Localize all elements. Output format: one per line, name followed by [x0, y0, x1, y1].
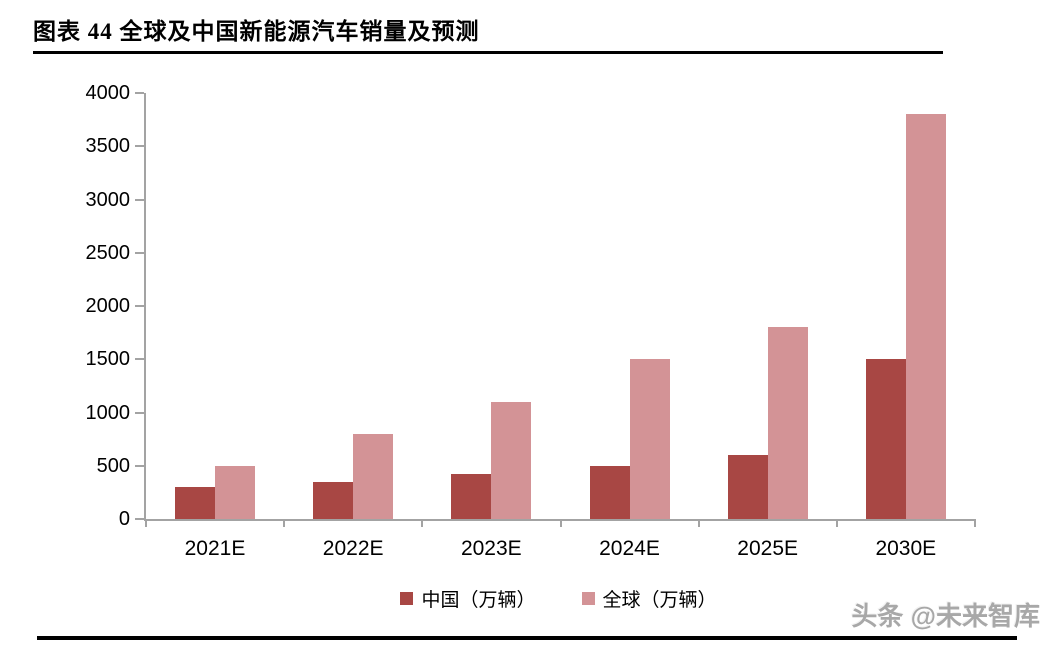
- bar-global-2024E: [629, 359, 670, 519]
- bar-china-2025E: [727, 455, 768, 519]
- y-axis-tick-label: 3500: [85, 135, 131, 158]
- x-axis-tick: [835, 519, 838, 527]
- legend-label: 全球（万辆）: [602, 590, 717, 611]
- x-axis-tick: [421, 519, 424, 527]
- y-axis-tick-label: 500: [96, 454, 130, 477]
- x-axis-category-label: 2023E: [460, 537, 522, 560]
- title-underline: [33, 51, 943, 54]
- y-axis-tick-label: 2000: [85, 295, 131, 317]
- y-axis-tick: [135, 305, 144, 307]
- x-axis-category-label: 2030E: [875, 537, 937, 560]
- bar-global-2023E: [491, 401, 532, 519]
- x-axis-tick: [145, 519, 147, 527]
- x-axis-category-label: 2021E: [184, 537, 246, 560]
- x-axis-tick: [697, 519, 700, 527]
- bar-china-2024E: [589, 465, 630, 519]
- x-axis-category-label: 2022E: [322, 537, 384, 560]
- y-axis-tick: [135, 92, 144, 94]
- y-axis-tick-label: 4000: [85, 82, 131, 104]
- y-axis-tick: [135, 145, 144, 148]
- bar-global-2022E: [353, 433, 394, 519]
- x-axis-category-label: 2024E: [599, 537, 660, 560]
- bar-china-2023E: [451, 474, 492, 519]
- y-axis-tick-label: 1000: [85, 401, 131, 424]
- bar-global-2030E: [905, 114, 946, 519]
- bottom-rule: [37, 636, 1017, 640]
- y-axis-tick: [135, 464, 144, 467]
- chart-title: 图表 44 全球及中国新能源汽车销量及预测: [33, 19, 480, 44]
- y-axis-tick: [135, 198, 144, 201]
- x-axis-category-label: 2025E: [737, 537, 799, 560]
- y-axis-tick-label: 3000: [85, 188, 131, 211]
- legend-label: 中国（万辆）: [421, 590, 536, 611]
- y-axis-tick: [135, 251, 144, 254]
- plot-area: 2021E 2022E 2023E 2024E 2025E 2030E: [135, 92, 976, 560]
- bar-china-2022E: [313, 481, 354, 519]
- legend-swatch-icon: [581, 592, 595, 605]
- watermark: 头条 @未来智库: [851, 601, 1040, 631]
- y-axis-tick-label: 1500: [85, 348, 131, 371]
- x-axis-tick: [559, 519, 562, 527]
- legend-item: 全球（万辆）: [581, 585, 717, 612]
- y-axis-tick-label: 2500: [85, 241, 131, 264]
- y-axis-tick-label: 0: [118, 508, 130, 530]
- x-axis-tick: [283, 519, 286, 527]
- y-axis-labels: 0 500 1000 1500 2000 2500 3000 3500 4000: [0, 82, 131, 530]
- bar-global-2021E: [215, 465, 256, 519]
- bar-china-2021E: [175, 487, 216, 519]
- bar-global-2025E: [767, 327, 808, 519]
- y-axis-tick: [135, 358, 144, 361]
- y-axis-tick: [135, 518, 144, 520]
- legend-item: 中国（万辆）: [400, 585, 536, 612]
- legend-swatch-icon: [400, 592, 414, 605]
- y-axis-tick: [135, 411, 144, 414]
- bar-china-2030E: [865, 359, 906, 519]
- legend: 中国（万辆） 全球（万辆）: [144, 585, 973, 612]
- x-axis-tick: [974, 519, 976, 527]
